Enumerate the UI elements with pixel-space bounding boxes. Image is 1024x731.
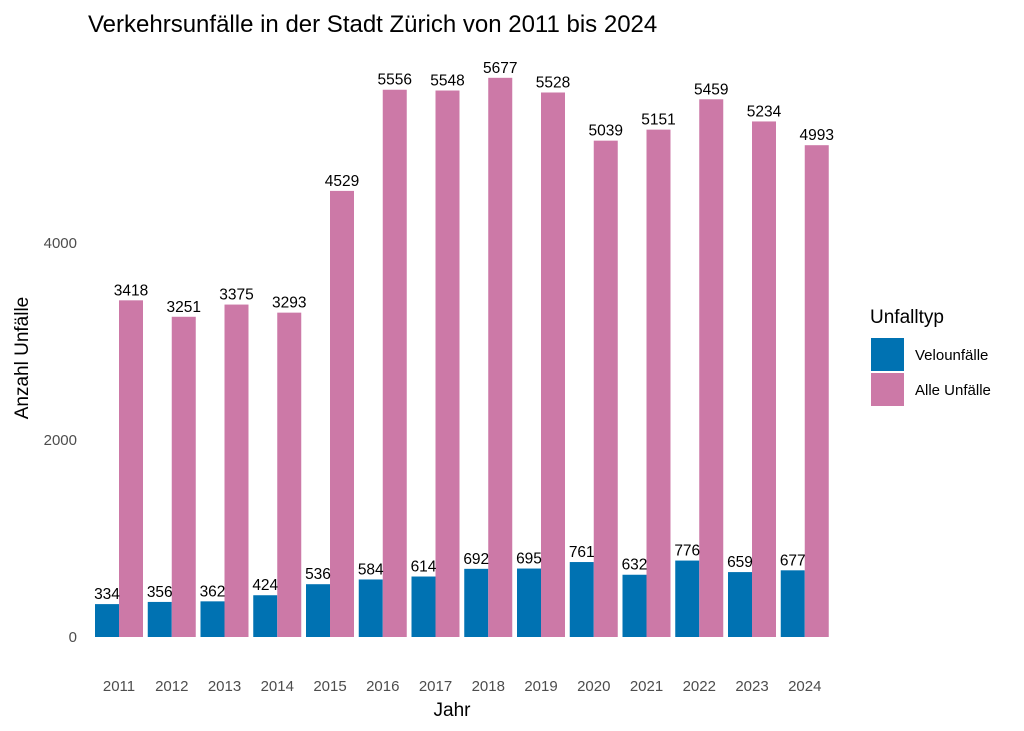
bar-alle-unfaelle: [119, 300, 143, 637]
y-tick-label: 0: [69, 629, 77, 646]
data-label: 5039: [589, 123, 623, 140]
bar-alle-unfaelle: [752, 121, 776, 638]
x-tick-label: 2015: [313, 678, 346, 695]
y-axis-title: Anzahl Unfälle: [12, 297, 33, 420]
data-label: 614: [411, 559, 437, 576]
data-label: 3375: [219, 287, 253, 304]
data-label: 677: [780, 552, 806, 569]
y-axis: 0 2000 4000: [44, 235, 77, 646]
data-label: 4529: [325, 173, 359, 190]
x-tick-label: 2021: [630, 678, 663, 695]
bar-velounfaelle: [622, 574, 647, 637]
bar-alle-unfaelle: [171, 316, 196, 637]
x-tick-label: 2020: [577, 678, 610, 695]
data-label: 5459: [694, 81, 728, 98]
bar-alle-unfaelle: [646, 129, 671, 637]
bar-alle-unfaelle: [804, 145, 829, 637]
data-label: 5528: [536, 74, 570, 91]
bar-alle-unfaelle: [435, 90, 460, 638]
bars: [95, 77, 829, 638]
data-label: 356: [147, 584, 173, 601]
bar-velounfaelle: [675, 560, 700, 637]
bar-velounfaelle: [569, 562, 594, 637]
y-tick-label: 2000: [44, 432, 77, 449]
bar-velounfaelle: [95, 604, 119, 637]
bar-velounfaelle: [306, 584, 330, 637]
data-label: 761: [569, 544, 595, 561]
bar-alle-unfaelle: [488, 77, 513, 638]
legend-label: Alle Unfälle: [915, 382, 991, 399]
bar-velounfaelle: [728, 572, 752, 637]
data-label: 776: [674, 543, 700, 560]
bar-alle-unfaelle: [277, 312, 302, 637]
data-label: 5677: [483, 60, 517, 77]
x-tick-label: 2017: [419, 678, 452, 695]
x-axis-title: Jahr: [434, 700, 472, 721]
data-label: 3251: [167, 299, 201, 316]
x-tick-label: 2023: [735, 678, 768, 695]
data-label: 5548: [430, 73, 464, 90]
data-label: 659: [727, 554, 753, 571]
chart-title: Verkehrsunfälle in der Stadt Zürich von …: [88, 11, 657, 38]
data-label: 5556: [378, 72, 412, 89]
data-label: 3418: [114, 282, 148, 299]
data-label: 584: [358, 561, 384, 578]
legend: Unfalltyp Velounfälle Alle Unfälle: [870, 307, 991, 406]
data-labels: 334 3418 356 3251 362 3375 424 3293 536 4529 584 55…: [94, 60, 834, 603]
bar-velounfaelle: [358, 579, 383, 637]
data-label: 692: [463, 551, 489, 568]
bar-velounfaelle: [464, 568, 489, 637]
data-label: 334: [94, 586, 120, 603]
data-label: 536: [305, 566, 331, 583]
x-axis: 2011 2012 2013 2014 2015 2016 2017 2018 2019 2020…: [103, 678, 822, 695]
data-label: 695: [516, 551, 542, 568]
bar-alle-unfaelle: [593, 140, 618, 637]
bar-velounfaelle: [147, 601, 172, 637]
data-label: 5234: [747, 103, 782, 120]
x-tick-label: 2018: [472, 678, 505, 695]
legend-swatch-velounfaelle: [871, 338, 904, 371]
x-tick-label: 2022: [683, 678, 716, 695]
x-tick-label: 2011: [103, 678, 135, 695]
bar-velounfaelle: [200, 601, 225, 637]
x-tick-label: 2012: [155, 678, 188, 695]
x-tick-label: 2016: [366, 678, 399, 695]
data-label: 424: [252, 577, 278, 594]
y-tick-label: 4000: [44, 235, 77, 252]
bar-velounfaelle: [780, 570, 805, 637]
data-label: 4993: [800, 127, 834, 144]
bar-alle-unfaelle: [330, 190, 354, 637]
bar-alle-unfaelle: [382, 89, 407, 637]
bar-alle-unfaelle: [224, 304, 249, 637]
legend-label: Velounfälle: [915, 347, 988, 364]
legend-title: Unfalltyp: [870, 307, 944, 328]
bar-velounfaelle: [517, 568, 541, 637]
bar-velounfaelle: [253, 595, 278, 637]
legend-swatch-alle-unfaelle: [871, 373, 904, 406]
x-tick-label: 2019: [524, 678, 557, 695]
x-tick-label: 2024: [788, 678, 821, 695]
bar-velounfaelle: [411, 576, 436, 637]
data-label: 362: [200, 583, 226, 600]
bar-alle-unfaelle: [699, 99, 724, 637]
data-label: 5151: [641, 112, 675, 129]
data-label: 632: [622, 557, 648, 574]
data-label: 3293: [272, 295, 306, 312]
x-tick-label: 2014: [261, 678, 294, 695]
bar-alle-unfaelle: [541, 92, 565, 637]
x-tick-label: 2013: [208, 678, 241, 695]
